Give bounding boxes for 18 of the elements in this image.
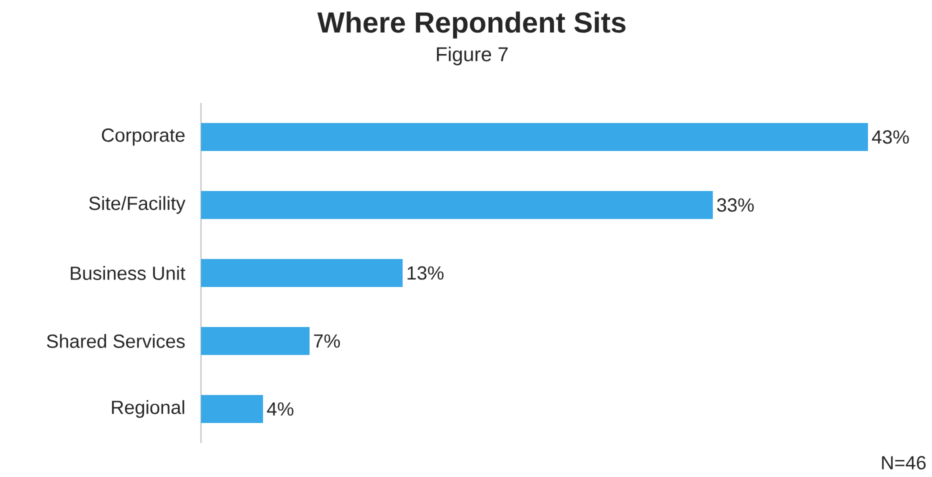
y-tick-label: Corporate xyxy=(102,128,185,146)
data-label: 33% xyxy=(717,198,754,212)
text: N=46 xyxy=(882,456,926,470)
data-label: 13% xyxy=(408,266,444,280)
bar xyxy=(201,327,310,356)
data-label: 4% xyxy=(267,402,294,416)
y-tick-label: Regional xyxy=(112,400,184,418)
bar xyxy=(201,395,264,424)
bar xyxy=(201,191,713,220)
y-tick-label: Shared Services xyxy=(46,334,185,348)
data-label: 7% xyxy=(314,334,340,348)
chart-subtitle: Figure 7 xyxy=(436,46,508,66)
y-tick-label: Business Unit xyxy=(70,266,186,280)
bar xyxy=(201,259,403,288)
y-tick-label: Site/Facility xyxy=(89,196,186,214)
bar xyxy=(201,123,868,152)
chart-title: Where Repondent Sits xyxy=(317,11,626,39)
data-label: 43% xyxy=(872,130,909,144)
